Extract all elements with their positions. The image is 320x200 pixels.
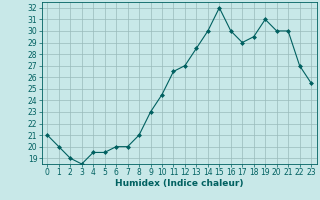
X-axis label: Humidex (Indice chaleur): Humidex (Indice chaleur) [115, 179, 244, 188]
